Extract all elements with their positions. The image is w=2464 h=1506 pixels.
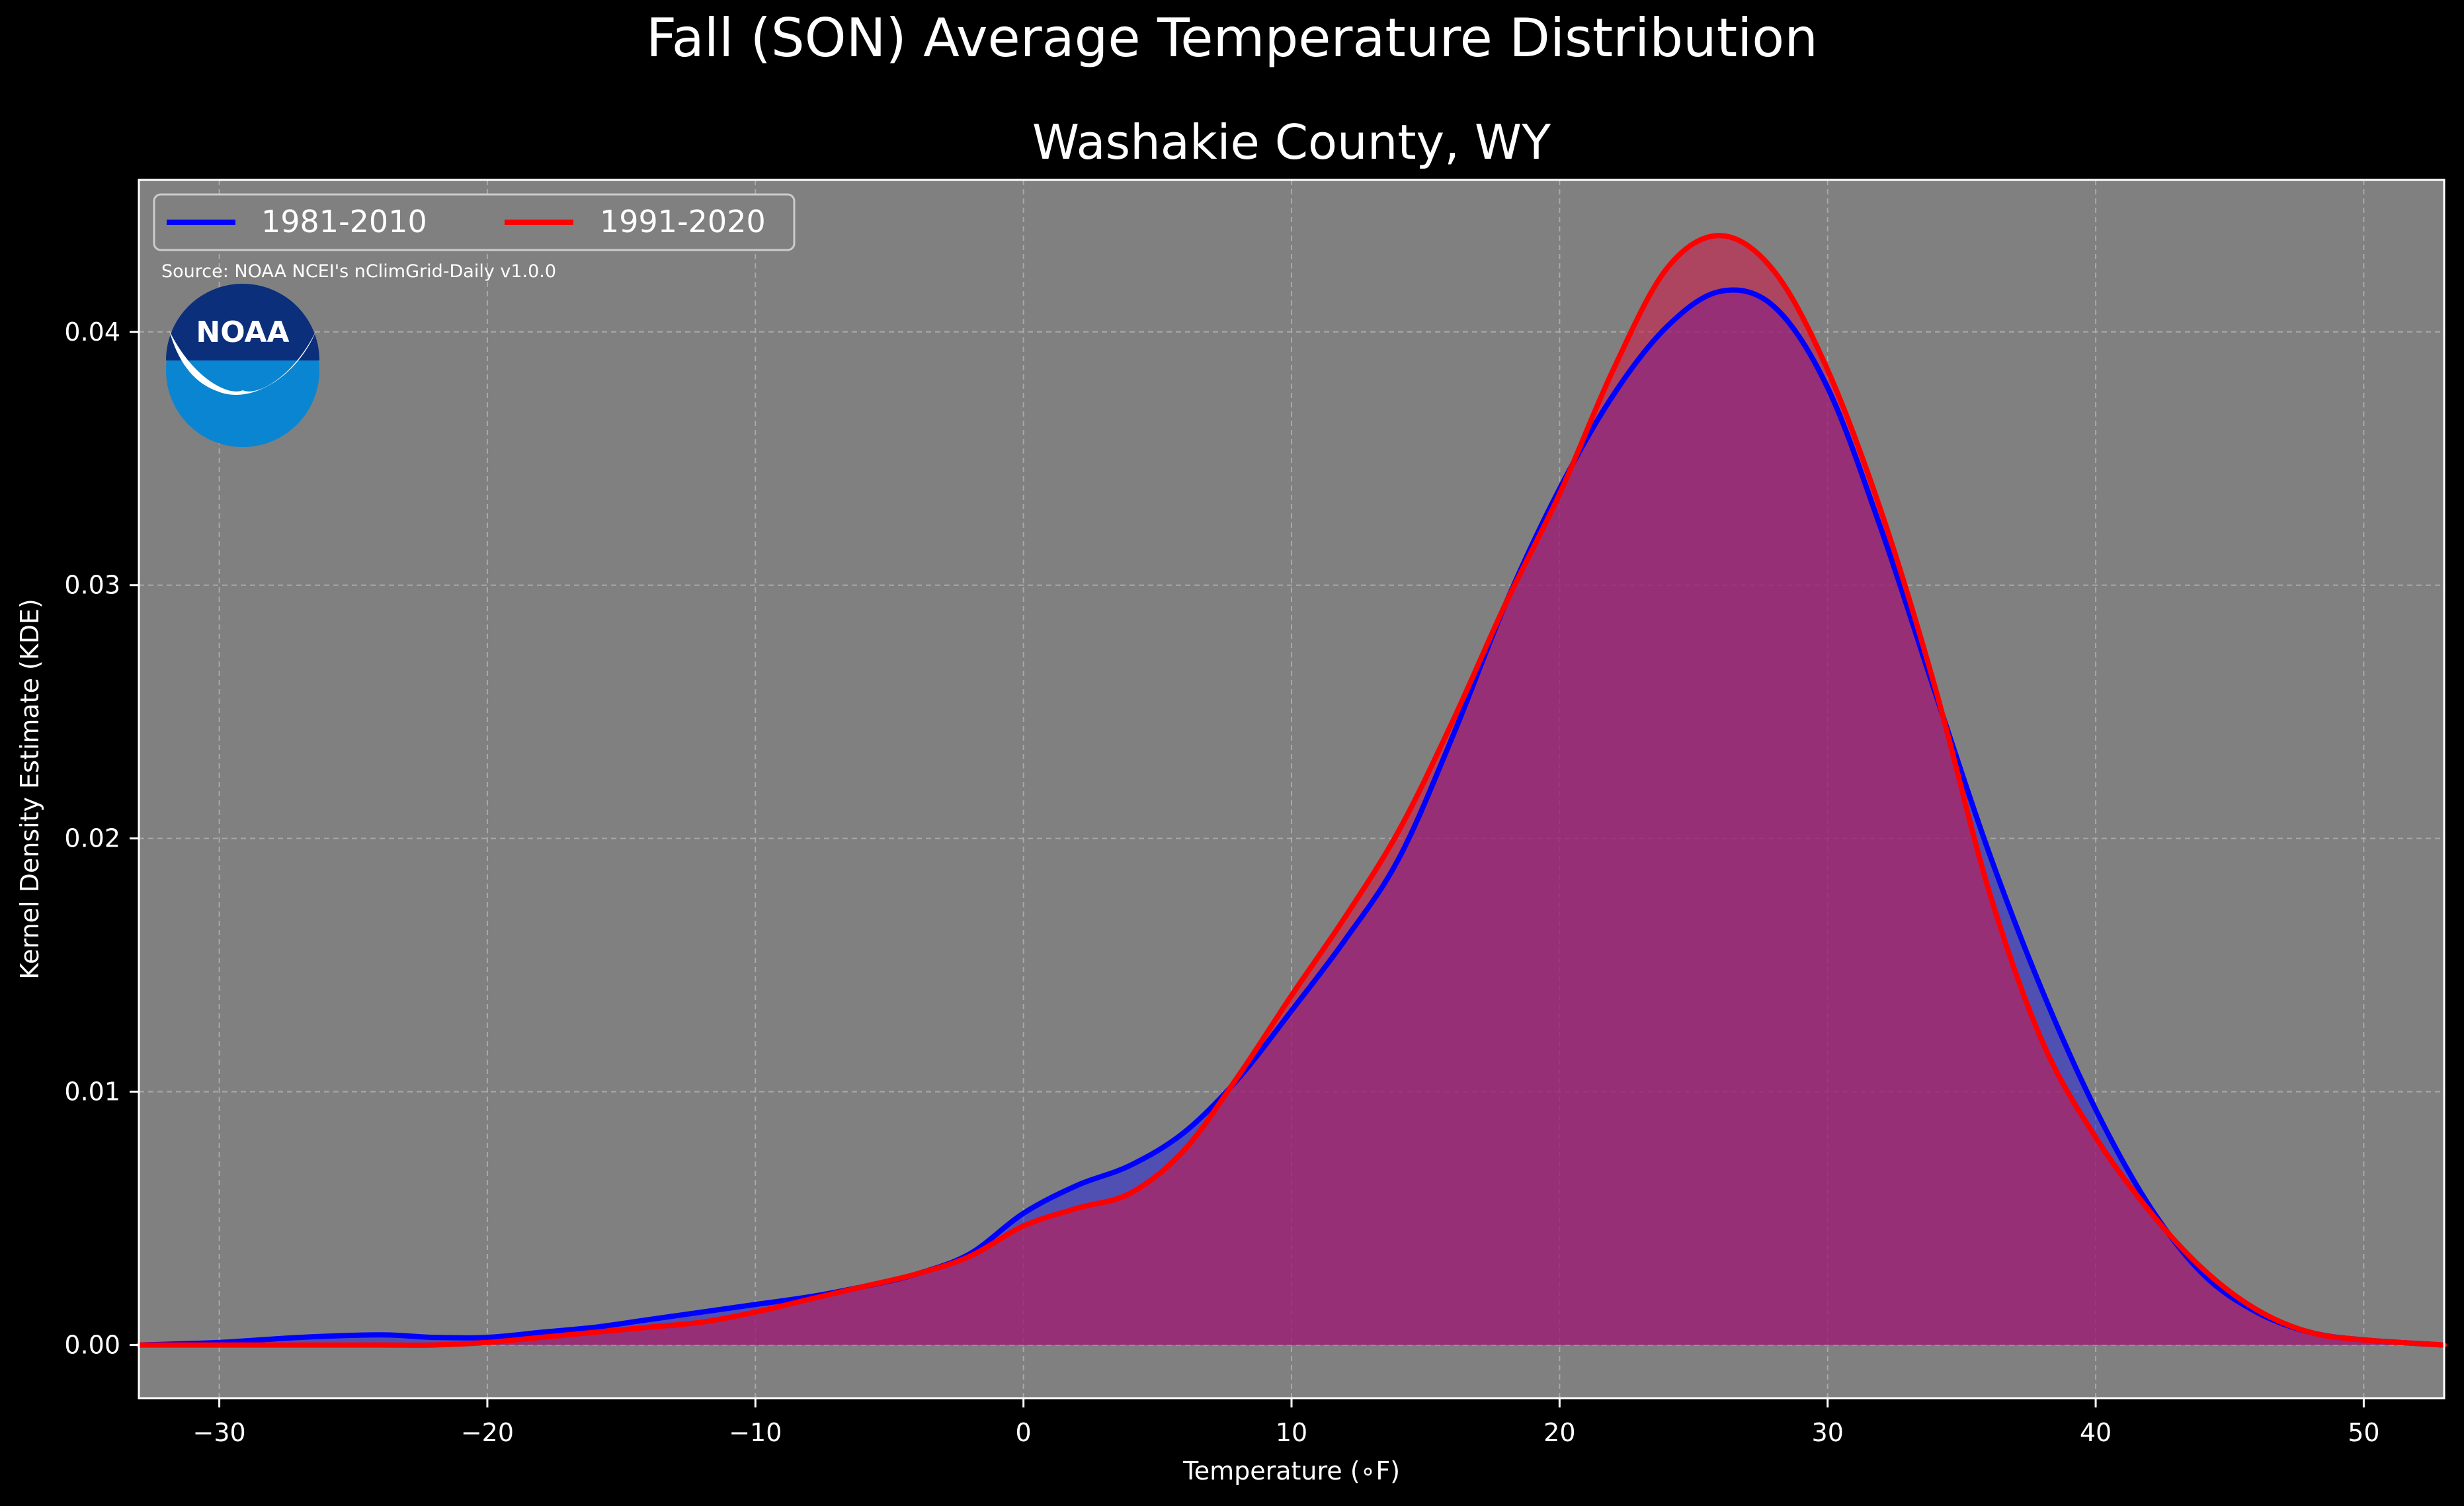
legend-box bbox=[153, 193, 796, 251]
x-tick-label: −20 bbox=[461, 1418, 514, 1447]
series-lines bbox=[136, 233, 2447, 1348]
x-axis-label: Temperature (∘F) bbox=[1182, 1456, 1400, 1485]
x-tick-label: −30 bbox=[193, 1418, 246, 1447]
x-tick-label: −10 bbox=[729, 1418, 782, 1447]
x-tick-label: 10 bbox=[1276, 1418, 1307, 1447]
source-note: Source: NOAA NCEI's nClimGrid-Daily v1.0… bbox=[161, 261, 556, 282]
noaa-logo: NOAA bbox=[166, 284, 319, 447]
x-axis: −30 −20 −10 0 10 20 30 40 50 bbox=[193, 1398, 2380, 1447]
y-tick-label: 0.02 bbox=[64, 824, 120, 853]
x-tick-label: 40 bbox=[2080, 1418, 2112, 1447]
svg-text:NOAA: NOAA bbox=[196, 315, 289, 349]
x-tick-label: 30 bbox=[1812, 1418, 1844, 1447]
chart-subtitle: Washakie County, WY bbox=[1032, 114, 1551, 170]
x-tick-label: 50 bbox=[2348, 1418, 2379, 1447]
y-tick-label: 0.03 bbox=[64, 571, 120, 600]
series-line-1991-2020 bbox=[136, 233, 2447, 1348]
legend-label-1981-2010: 1981-2010 bbox=[261, 204, 427, 239]
legend: 1981-2010 1991-2020 bbox=[153, 193, 796, 251]
x-tick-label: 20 bbox=[1543, 1418, 1575, 1447]
series-fills bbox=[139, 235, 2444, 1345]
legend-label-1991-2020: 1991-2020 bbox=[600, 204, 766, 239]
series-area-1991-2020 bbox=[139, 235, 2444, 1345]
y-axis: 0.00 0.01 0.02 0.03 0.04 bbox=[64, 317, 139, 1360]
chart-title: Fall (SON) Average Temperature Distribut… bbox=[646, 7, 1818, 69]
series-line-1981-2010 bbox=[136, 287, 2447, 1348]
y-tick-label: 0.01 bbox=[64, 1077, 120, 1107]
x-tick-label: 0 bbox=[1016, 1418, 1032, 1447]
y-axis-label: Kernel Density Estimate (KDE) bbox=[15, 599, 44, 980]
y-tick-label: 0.04 bbox=[64, 317, 120, 347]
y-tick-label: 0.00 bbox=[64, 1331, 120, 1360]
